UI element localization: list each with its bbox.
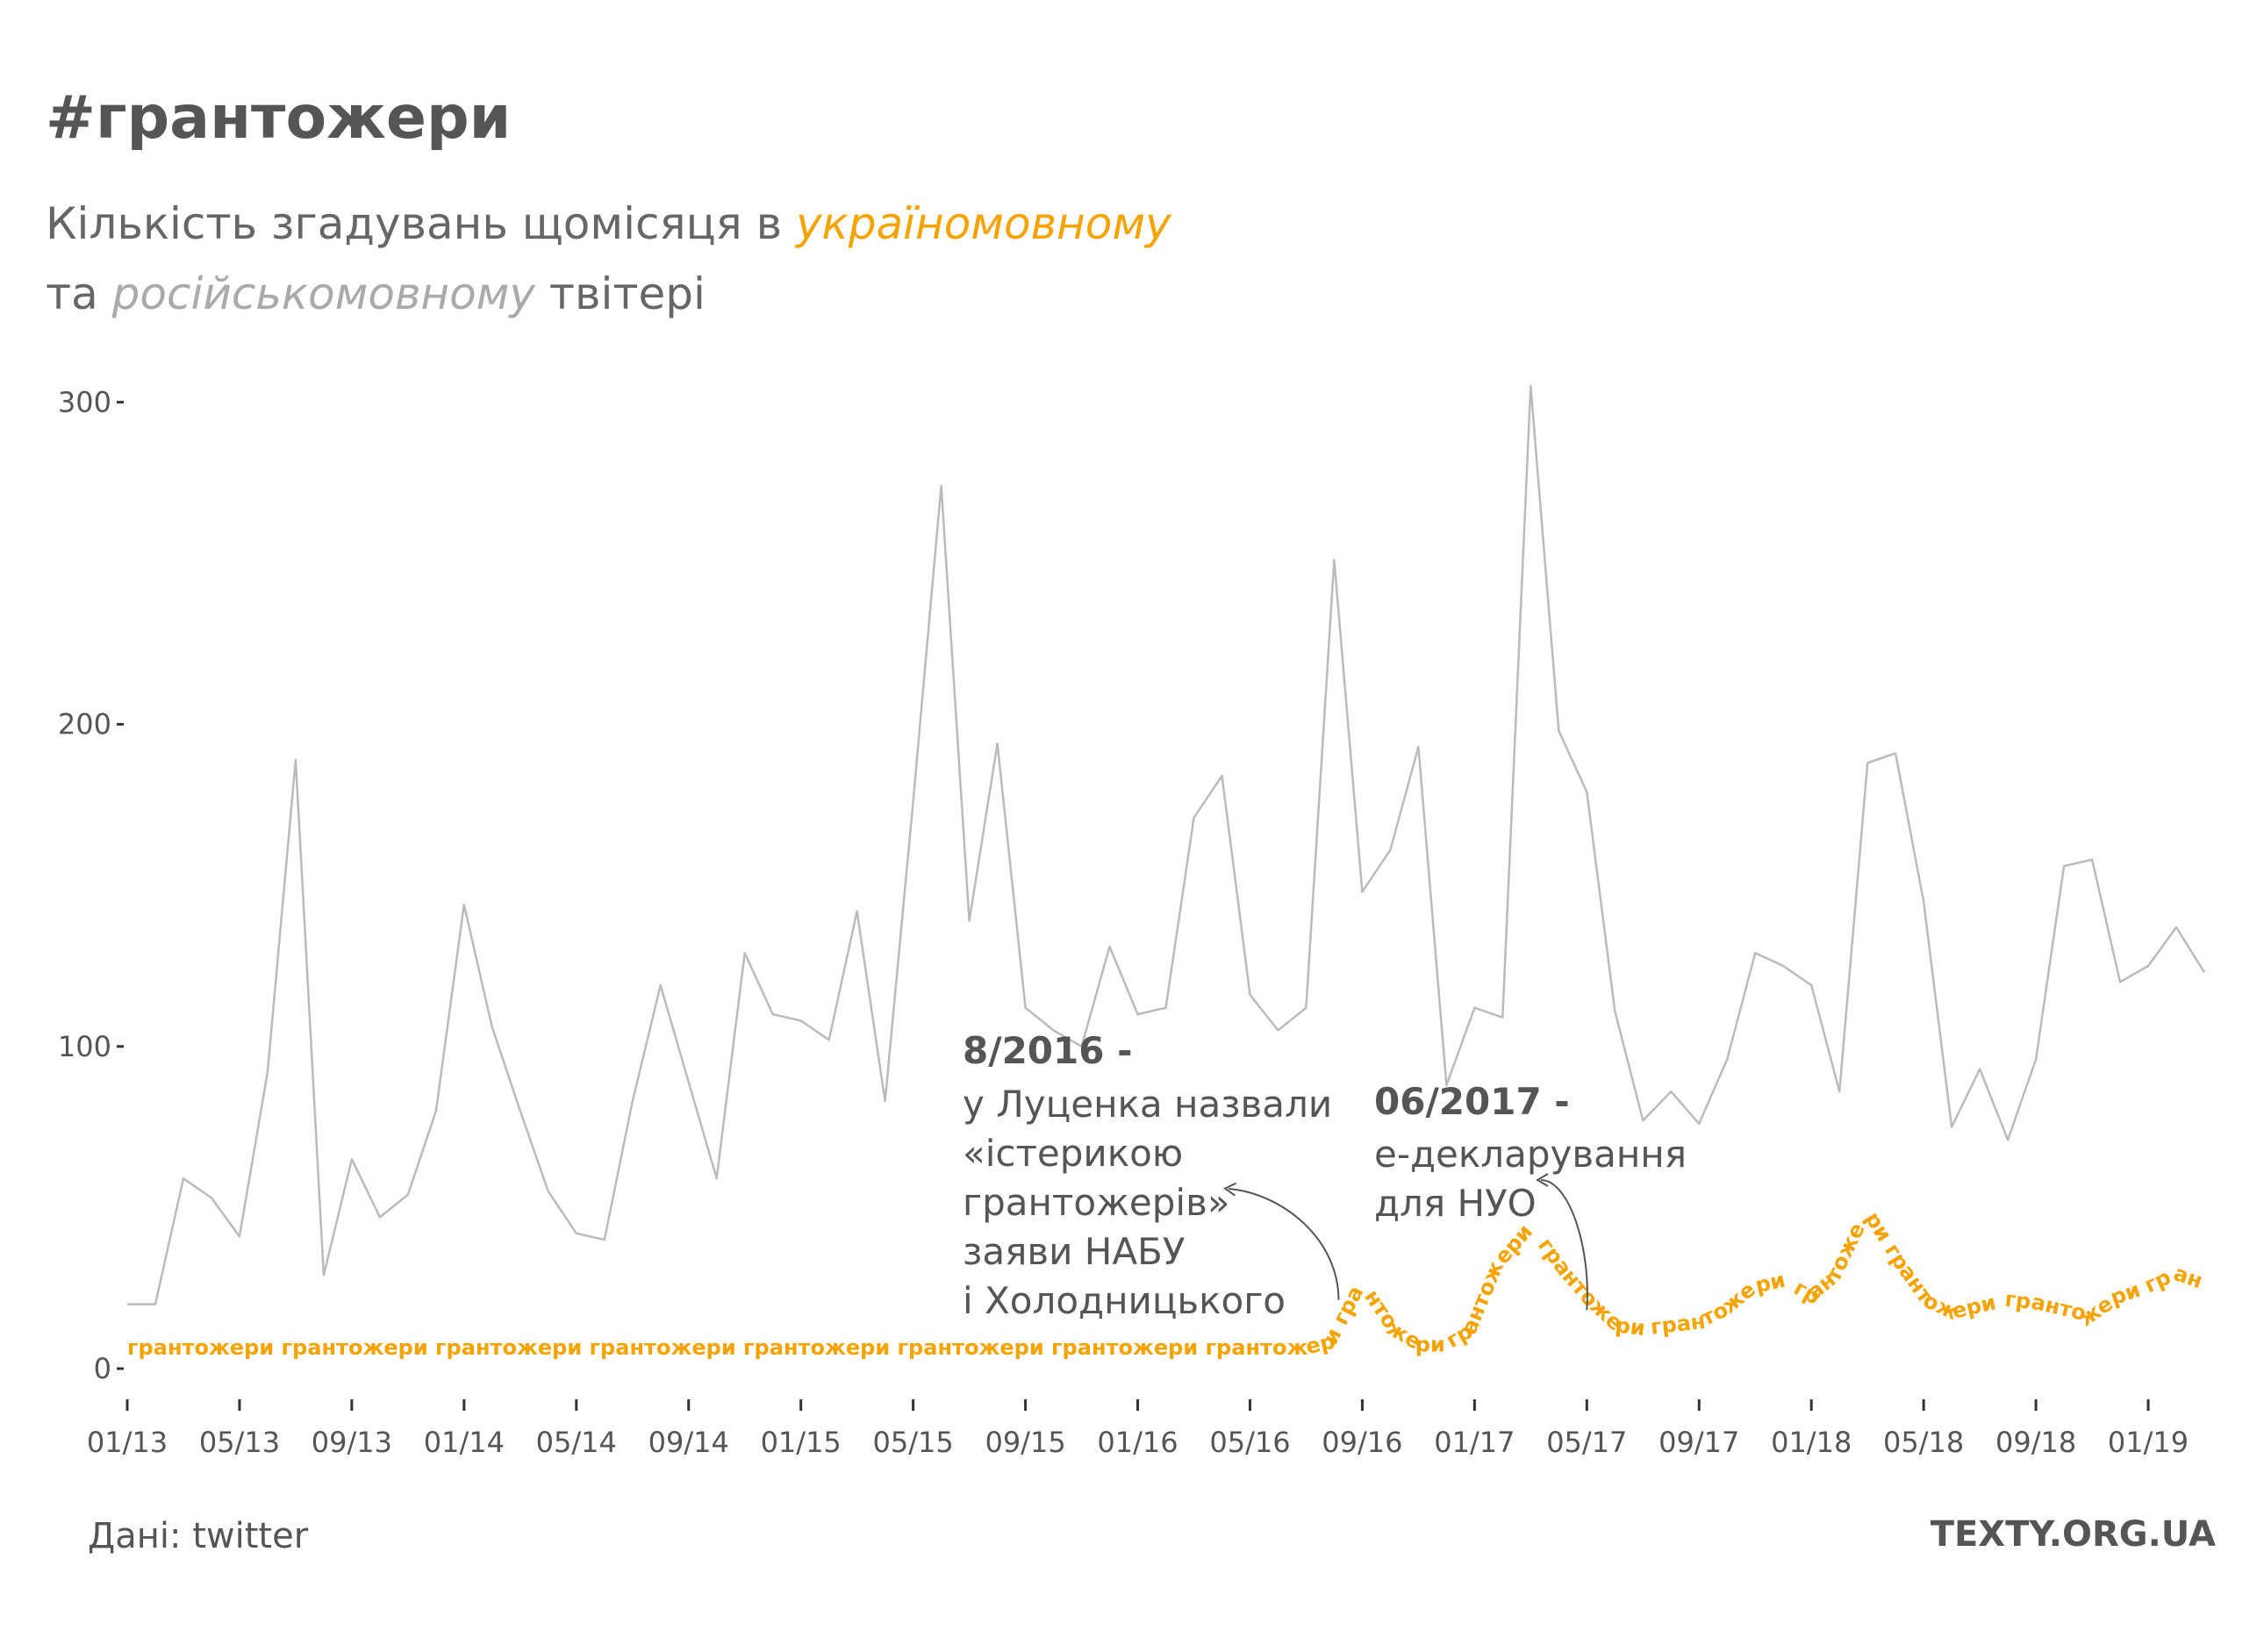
x-tick-label: 01/18 <box>1771 1426 1852 1459</box>
annotation-1-line: заяви НАБУ <box>963 1230 1185 1273</box>
x-tick-label: 09/13 <box>312 1426 392 1459</box>
x-tick-label: 09/18 <box>1995 1426 2076 1459</box>
annotation-2-line: для НУО <box>1374 1182 1537 1225</box>
y-tick-label: 100 <box>58 1030 111 1063</box>
x-tick-label: 01/17 <box>1434 1426 1515 1459</box>
x-tick-label: 05/16 <box>1209 1426 1290 1459</box>
x-tick-label: 09/17 <box>1659 1426 1739 1459</box>
x-tick-label: 09/15 <box>985 1426 1065 1459</box>
x-tick-label: 01/15 <box>761 1426 842 1459</box>
brand-logo-text[interactable]: TEXTY.ORG.UA <box>1931 1514 2216 1555</box>
annotation-1-line: у Луценка назвали <box>963 1083 1332 1126</box>
annotation-1-line: «істерикою <box>963 1132 1183 1175</box>
y-tick-label: 0 <box>94 1352 111 1385</box>
annotation-1-heading: 8/2016 - <box>963 1029 1133 1072</box>
x-tick-label: 05/17 <box>1546 1426 1627 1459</box>
annotation-2-line: е-декларування <box>1374 1133 1687 1176</box>
x-tick-label: 01/19 <box>2108 1426 2189 1459</box>
annotation-1-line: і Холодницького <box>963 1279 1286 1322</box>
x-tick-label: 09/14 <box>648 1426 729 1459</box>
y-tick-label: 300 <box>58 385 111 418</box>
x-tick-label: 05/18 <box>1883 1426 1964 1459</box>
x-tick-label: 01/14 <box>424 1426 505 1459</box>
annotation-1-line: грантожерів» <box>963 1181 1230 1224</box>
x-tick-label: 09/16 <box>1322 1426 1402 1459</box>
x-tick-label: 05/13 <box>199 1426 280 1459</box>
x-tick-label: 05/15 <box>873 1426 954 1459</box>
x-tick-label: 01/16 <box>1097 1426 1178 1459</box>
y-tick-label: 200 <box>58 708 111 741</box>
data-source: Дані: twitter <box>88 1516 308 1556</box>
annotation-2-heading: 06/2017 - <box>1374 1080 1570 1123</box>
x-tick-label: 01/13 <box>87 1426 168 1459</box>
x-tick-label: 05/14 <box>536 1426 617 1459</box>
